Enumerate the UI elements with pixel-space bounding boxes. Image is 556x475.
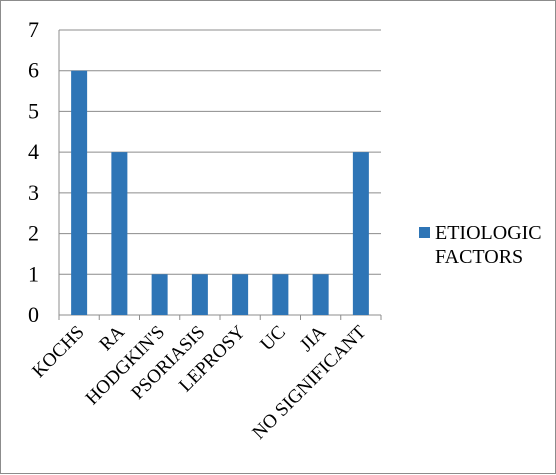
- axes: [58, 30, 382, 320]
- x-tick-label: UC: [256, 322, 290, 356]
- bar: [191, 274, 208, 315]
- y-tick-label: 4: [28, 139, 39, 164]
- gridlines: [59, 29, 381, 275]
- legend-swatch: [419, 227, 430, 238]
- bars: [71, 70, 369, 315]
- bar: [352, 152, 369, 315]
- bar: [232, 274, 249, 315]
- bar: [312, 274, 329, 315]
- y-tick-label: 7: [28, 17, 39, 42]
- y-tick-label: 5: [28, 98, 39, 123]
- bar: [111, 152, 128, 315]
- y-tick-label: 3: [28, 180, 39, 205]
- y-tick-label: 0: [28, 302, 39, 327]
- x-tick-label: KOCHS: [28, 322, 88, 382]
- bar: [71, 70, 88, 315]
- y-tick-label: 1: [28, 261, 39, 286]
- legend-label: ETIOLOGIC FACTORS: [435, 222, 542, 268]
- y-tick-label: 6: [28, 58, 39, 83]
- x-tick-label: RA: [95, 321, 129, 355]
- y-tick-label: 2: [28, 221, 39, 246]
- bar: [151, 274, 168, 315]
- bar: [272, 274, 289, 315]
